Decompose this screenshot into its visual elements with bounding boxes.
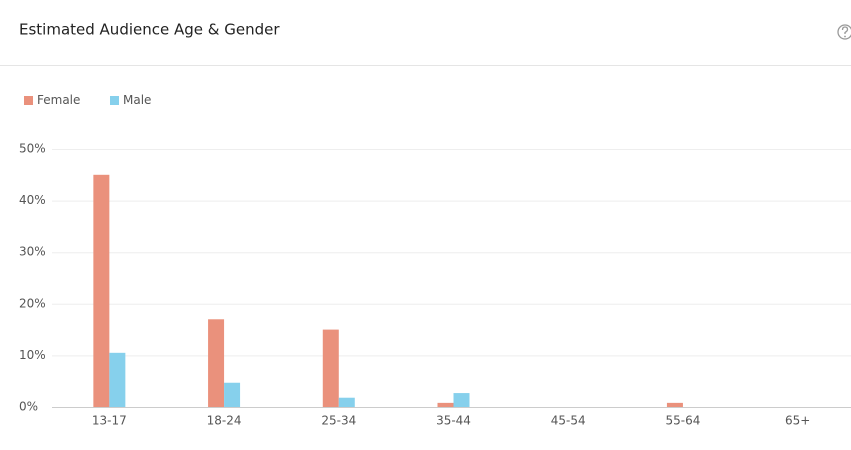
bar	[93, 174, 110, 407]
y-tick-label: 30%	[19, 245, 46, 259]
bar	[437, 402, 454, 407]
bar	[666, 402, 683, 407]
x-tick-label: 25-34	[321, 414, 356, 428]
legend-label: Male	[123, 93, 151, 107]
x-tick-label: 65+	[785, 414, 810, 428]
bar	[109, 352, 126, 407]
help-icon[interactable]	[837, 24, 851, 40]
y-tick-label: 0%	[19, 400, 38, 414]
y-tick-label: 10%	[19, 348, 46, 362]
legend-swatch	[24, 96, 33, 105]
y-tick-label: 40%	[19, 193, 46, 207]
legend-label: Female	[37, 93, 80, 107]
y-tick-label: 50%	[19, 142, 46, 156]
bar	[208, 319, 225, 407]
x-tick-label: 45-54	[551, 414, 586, 428]
y-tick-label: 20%	[19, 296, 46, 310]
bar	[224, 382, 241, 407]
x-tick-label: 55-64	[665, 414, 700, 428]
bar	[453, 393, 470, 407]
x-tick-label: 13-17	[92, 414, 127, 428]
x-tick-label: 35-44	[436, 414, 471, 428]
bar	[322, 329, 339, 407]
legend-swatch	[110, 96, 119, 105]
x-tick-label: 18-24	[207, 414, 242, 428]
chart-title: Estimated Audience Age & Gender	[19, 21, 280, 39]
bar	[338, 397, 355, 407]
